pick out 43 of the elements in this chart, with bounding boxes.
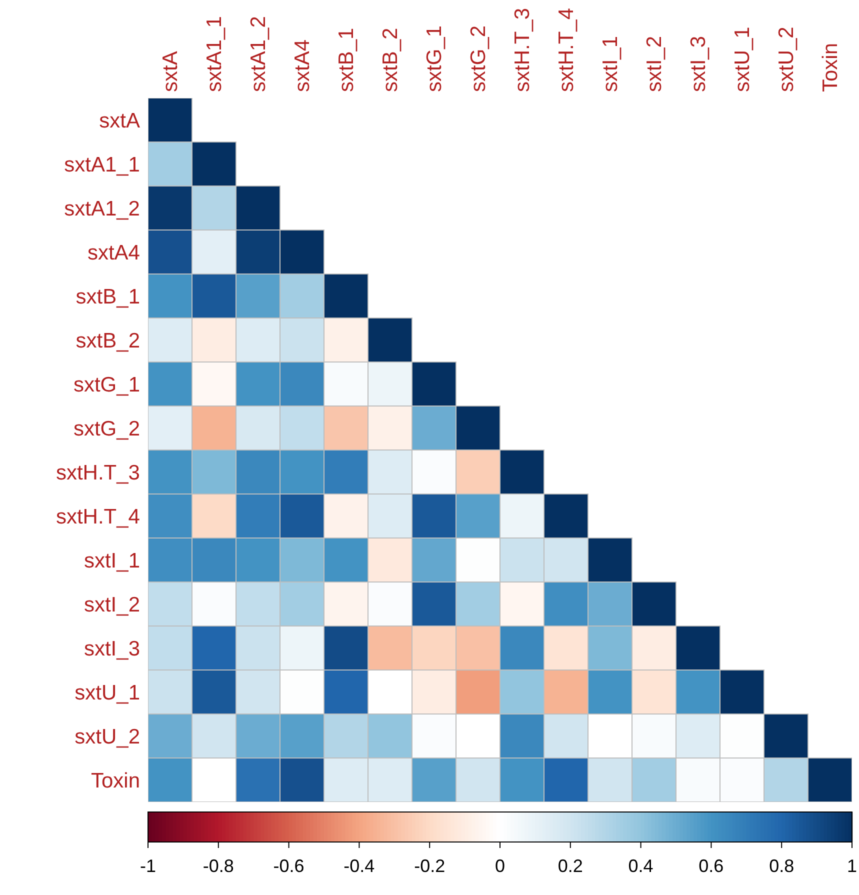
y-tick-label: sxtA	[99, 109, 140, 132]
color-bar-label: 0.4	[628, 856, 654, 876]
color-bar-label: 0.6	[698, 856, 724, 876]
y-tick-label: Toxin	[90, 769, 140, 792]
x-tick-label: sxtG_1	[423, 25, 446, 92]
x-tick-label: sxtG_2	[467, 25, 490, 92]
x-tick-label: Toxin	[819, 42, 842, 92]
y-tick-label: sxtU_1	[74, 681, 140, 704]
color-bar-label: 1	[846, 856, 858, 876]
x-tick-label: sxtB_1	[335, 28, 358, 92]
y-tick-label: sxtA4	[87, 241, 140, 264]
x-tick-label: sxtB_2	[379, 28, 402, 92]
y-tick-label: sxtG_2	[73, 417, 140, 440]
y-tick-label: sxtU_2	[74, 725, 140, 748]
color-bar-label: 0	[494, 856, 506, 876]
x-tick-label: sxtH.T_4	[555, 8, 578, 92]
y-tick-label: sxtI_1	[84, 549, 140, 572]
color-bar-label: -0.6	[273, 856, 304, 876]
x-tick-label: sxtA4	[291, 39, 314, 92]
x-tick-label: sxtI_1	[599, 36, 622, 92]
y-tick-label: sxtG_1	[73, 373, 140, 396]
color-bar-label: -0.8	[202, 856, 234, 876]
y-tick-label: sxtB_2	[76, 329, 140, 352]
y-tick-label: sxtA1_1	[64, 153, 140, 176]
color-bar-label: 0.2	[558, 856, 583, 876]
y-tick-label: sxtH.T_3	[56, 461, 140, 484]
x-tick-label: sxtA1_2	[247, 16, 270, 92]
y-tick-label: sxtB_1	[76, 285, 140, 308]
y-tick-label: sxtH.T_4	[56, 505, 140, 528]
x-tick-label: sxtH.T_3	[511, 8, 534, 92]
x-tick-label: sxtI_2	[643, 36, 666, 92]
x-tick-label: sxtA1_1	[203, 16, 226, 92]
x-tick-label: sxtU_1	[731, 26, 754, 92]
x-tick-label: sxtI_3	[687, 36, 710, 92]
y-tick-label: sxtI_2	[84, 593, 140, 616]
color-bar-label: 0.8	[769, 856, 794, 876]
y-tick-label: sxtA1_2	[64, 197, 140, 220]
y-tick-label: sxtI_3	[84, 637, 140, 660]
color-bar-label: -0.4	[344, 856, 375, 876]
x-tick-label: sxtU_2	[775, 26, 798, 92]
x-tick-label: sxtA	[159, 51, 182, 92]
color-bar-label: -0.2	[414, 856, 446, 876]
color-bar-label: -1	[140, 856, 156, 876]
